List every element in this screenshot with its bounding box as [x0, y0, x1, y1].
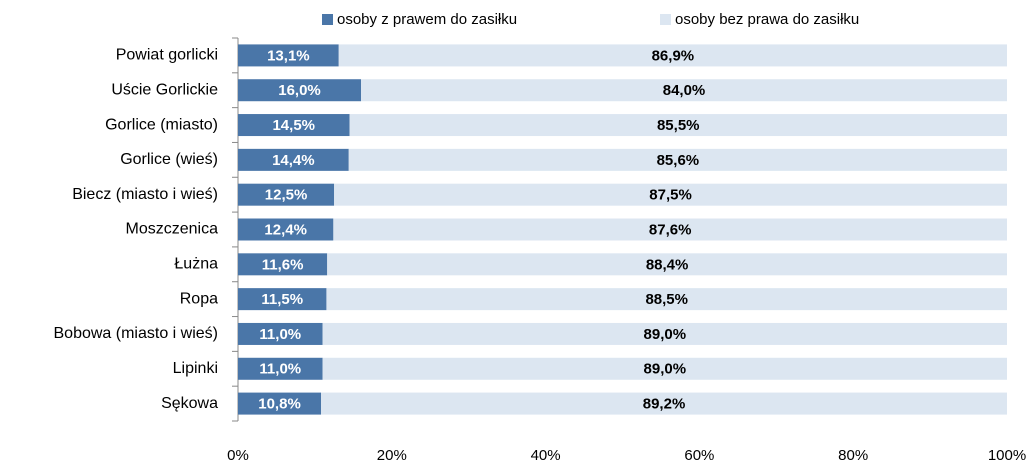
value-label: 12,4% [264, 221, 307, 238]
category-label: Biecz (miasto i wieś) [72, 186, 218, 203]
category-label: Gorlice (wieś) [120, 151, 218, 168]
value-label: 89,0% [644, 361, 687, 378]
value-label: 88,5% [645, 291, 688, 308]
x-tick-label: 60% [684, 447, 714, 464]
x-tick-label: 40% [531, 447, 561, 464]
x-tick-label: 80% [838, 447, 868, 464]
value-label: 87,6% [649, 221, 692, 238]
category-label: Uście Gorlickie [111, 81, 218, 98]
bar-segment [349, 114, 1007, 137]
bar-segment [238, 79, 362, 102]
bar-segment [238, 218, 334, 241]
bar-segment [238, 148, 349, 171]
category-label: Bobowa (miasto i wieś) [54, 325, 219, 342]
value-label: 13,1% [267, 47, 310, 64]
value-label: 85,6% [657, 152, 700, 169]
bar-segment [238, 44, 339, 67]
bar-segment [322, 357, 1008, 380]
category-label: Łużna [174, 256, 218, 273]
bar-segment [334, 183, 1007, 206]
category-label: Ropa [180, 290, 218, 307]
value-label: 12,5% [265, 187, 308, 204]
value-label: 16,0% [278, 82, 321, 99]
legend-swatch [322, 14, 333, 25]
bar-segment [238, 253, 328, 276]
value-label: 14,4% [272, 152, 315, 169]
category-label: Sękowa [161, 395, 218, 412]
bar-segment [238, 183, 335, 206]
value-label: 85,5% [657, 117, 700, 134]
value-label: 88,4% [646, 256, 689, 273]
legend-label: osoby bez prawa do zasiłku [675, 11, 859, 28]
value-label: 89,0% [644, 326, 687, 343]
bar-segment [238, 357, 323, 380]
category-label: Powiat gorlicki [116, 47, 218, 64]
bar-segment [361, 79, 1007, 102]
value-label: 87,5% [649, 187, 692, 204]
bar-segment [238, 392, 322, 415]
bar-segment [238, 322, 323, 345]
legend-swatch [660, 14, 671, 25]
bar-segment [238, 114, 350, 137]
x-tick-label: 100% [988, 447, 1026, 464]
value-label: 11,6% [262, 256, 304, 273]
bar-segment [326, 288, 1007, 311]
value-label: 84,0% [663, 82, 706, 99]
category-label: Gorlice (miasto) [105, 116, 218, 133]
bar-segment [333, 218, 1008, 241]
x-tick-label: 0% [227, 447, 249, 464]
value-label: 11,5% [261, 291, 303, 308]
value-label: 11,0% [259, 326, 301, 343]
bar-segment [327, 253, 1008, 276]
bar-segment [338, 44, 1007, 67]
value-label: 10,8% [258, 396, 301, 413]
value-label: 14,5% [272, 117, 315, 134]
category-label: Moszczenica [126, 221, 219, 238]
category-label: Lipinki [173, 360, 218, 377]
x-tick-label: 20% [377, 447, 407, 464]
legend-label: osoby z prawem do zasiłku [337, 11, 517, 28]
bar-segment [348, 148, 1008, 171]
bar-segment [321, 392, 1007, 415]
bar-segment [238, 288, 327, 311]
bar-segment [322, 322, 1008, 345]
value-label: 11,0% [259, 361, 301, 378]
value-label: 86,9% [652, 47, 695, 64]
value-label: 89,2% [643, 396, 686, 413]
